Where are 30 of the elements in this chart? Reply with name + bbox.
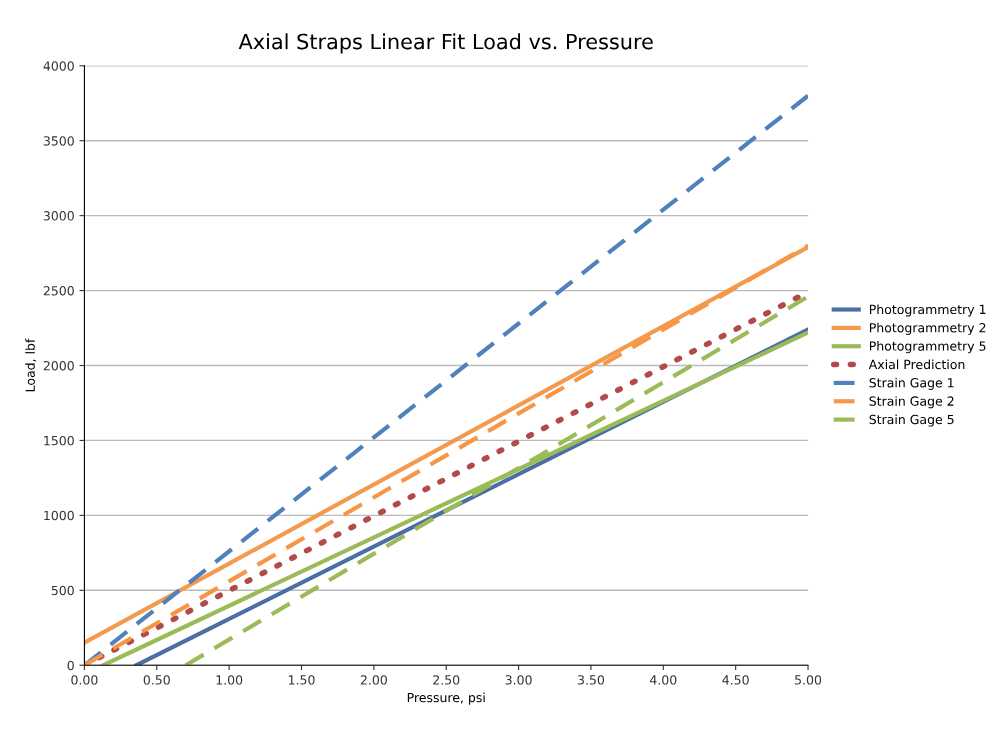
y-tick-label: 2000 [43,360,74,371]
legend-label: Photogrammetry 1 [869,304,986,317]
legend-label: Strain Gage 5 [869,414,954,427]
x-tick-label: 4.00 [650,675,677,685]
y-tick-label: 4000 [43,61,74,71]
x-tick-label: 4.50 [722,675,749,685]
x-axis-title: Pressure, psi [407,692,485,705]
legend-label: Photogrammetry 5 [869,341,986,354]
legend-label: Strain Gage 2 [869,396,954,409]
x-tick-label: 1.00 [216,675,243,685]
y-tick-label: 2500 [43,286,74,296]
legend-label: Photogrammetry 2 [869,322,986,335]
x-tick-label: 2.00 [360,675,387,685]
x-tick-label: 1.50 [288,675,315,685]
y-tick-label: 500 [51,585,74,596]
x-tick-label: 2.50 [433,675,460,685]
y-tick-label: 3500 [43,136,74,146]
legend-label: Strain Gage 1 [869,377,954,390]
y-tick-label: 3000 [43,211,74,221]
x-tick-label: 3.50 [577,675,605,685]
legend-label: Axial Prediction [868,359,965,370]
x-tick-label: 0.50 [143,675,170,685]
y-tick-label: 1000 [44,510,74,521]
x-tick-label: 3.00 [505,675,532,685]
y-tick-label: 0 [67,660,74,671]
y-tick-label: 1500 [44,435,74,446]
y-axis-title: Load, lbf [25,338,37,392]
chart-title: Axial Straps Linear Fit Load vs. Pressure [238,33,653,54]
x-tick-label: 0.00 [71,675,98,685]
x-tick-label: 5.00 [795,675,822,685]
